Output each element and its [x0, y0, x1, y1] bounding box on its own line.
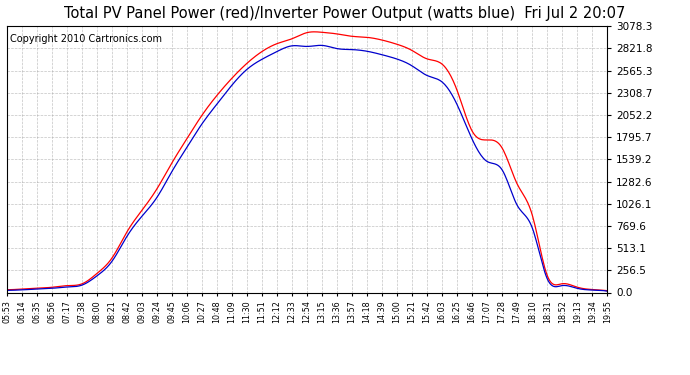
- Text: Copyright 2010 Cartronics.com: Copyright 2010 Cartronics.com: [10, 34, 162, 44]
- Text: Total PV Panel Power (red)/Inverter Power Output (watts blue)  Fri Jul 2 20:07: Total PV Panel Power (red)/Inverter Powe…: [64, 6, 626, 21]
